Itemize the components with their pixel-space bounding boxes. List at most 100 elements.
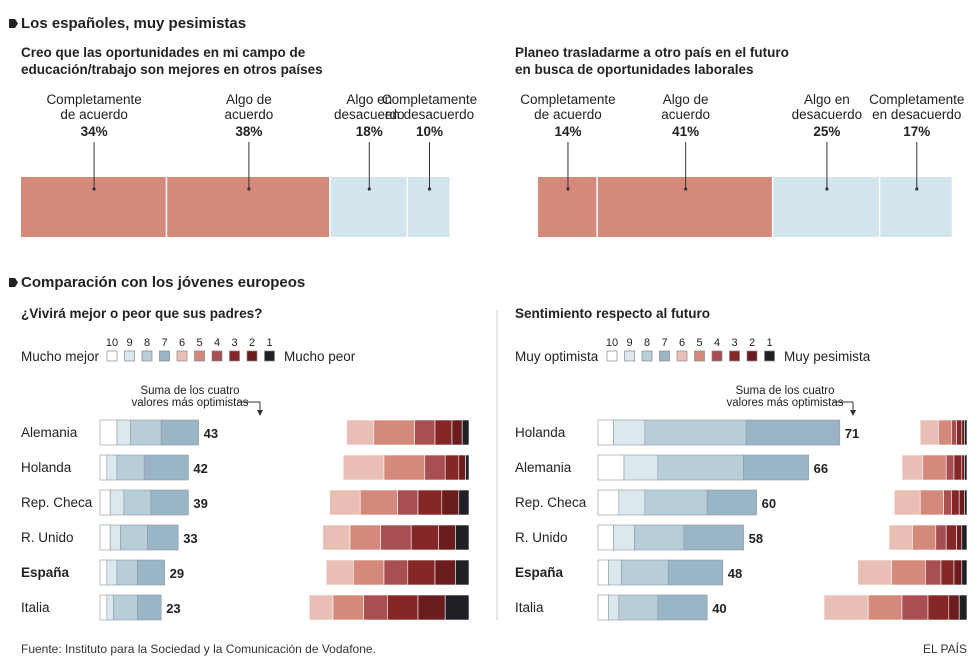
category-label: desacuerdo xyxy=(334,107,405,122)
annotation-arrowhead xyxy=(850,410,856,416)
scale-swatch xyxy=(729,350,740,362)
optimistic-segment xyxy=(597,419,614,446)
optimistic-segment xyxy=(657,594,708,621)
scale-swatch xyxy=(641,350,653,362)
optimistic-segment xyxy=(745,419,841,446)
optimistic-segment xyxy=(137,594,162,621)
pessimistic-segment xyxy=(857,559,892,586)
parents-comparison-chart: ¿Vivirá mejor o peor que sus padres? Much… xyxy=(21,306,470,621)
scale-swatch xyxy=(764,350,775,362)
chart-title: ¿Vivirá mejor o peor que sus padres? xyxy=(21,306,262,321)
top4-sum-label: 60 xyxy=(762,496,776,511)
pessimistic-segment xyxy=(451,419,463,446)
optimistic-segment xyxy=(106,559,118,586)
pessimistic-segment xyxy=(901,454,924,481)
pessimistic-segment xyxy=(346,419,375,446)
pessimistic-segment xyxy=(948,594,960,621)
category-label: Algo en xyxy=(804,92,850,107)
scale-number: 2 xyxy=(749,337,755,349)
stacked-segment xyxy=(880,177,952,237)
pessimistic-segment xyxy=(964,489,968,516)
pessimistic-segment xyxy=(387,594,419,621)
pessimistic-segment xyxy=(461,419,470,446)
optimistic-segment xyxy=(143,454,189,481)
pessimistic-segment xyxy=(943,489,952,516)
scale-left-label: Muy optimista xyxy=(515,349,599,364)
pessimistic-segment xyxy=(417,489,443,516)
scale-swatch xyxy=(694,350,705,362)
scale-swatch xyxy=(676,350,688,362)
top4-sum-label: 23 xyxy=(166,601,180,616)
scale-right-label: Mucho peor xyxy=(284,349,356,364)
chart-title: Sentimiento respecto al futuro xyxy=(515,306,710,321)
category-label: desacuerdo xyxy=(792,107,863,122)
category-label: en desacuerdo xyxy=(385,107,474,122)
optimistic-segment xyxy=(130,419,162,446)
leader-dot xyxy=(825,187,829,191)
leader-dot xyxy=(247,187,251,191)
optimistic-segment xyxy=(667,559,724,586)
optimistic-segment xyxy=(147,524,179,551)
pessimistic-segment xyxy=(329,489,361,516)
pessimistic-segment xyxy=(940,559,955,586)
annotation-text: valores más optimistas xyxy=(132,397,249,409)
optimistic-segment xyxy=(150,489,189,516)
value-label: 10% xyxy=(416,124,443,139)
value-label: 25% xyxy=(813,124,840,139)
pessimistic-segment xyxy=(919,489,944,516)
scale-number: 4 xyxy=(714,337,720,349)
value-label: 17% xyxy=(903,124,930,139)
pessimistic-segment xyxy=(958,594,968,621)
top4-sum-label: 33 xyxy=(183,531,197,546)
scale-number: 6 xyxy=(179,337,185,349)
scale-number: 6 xyxy=(679,337,685,349)
optimistic-segment xyxy=(99,559,108,586)
top4-sum-label: 66 xyxy=(814,461,828,476)
optimistic-segment xyxy=(597,594,609,621)
country-label: Alemania xyxy=(515,460,572,475)
pessimistic-segment xyxy=(465,454,470,481)
top4-sum-label: 42 xyxy=(193,461,207,476)
value-label: 14% xyxy=(554,124,581,139)
optimistic-segment xyxy=(137,559,165,586)
section2-title: Comparación con los jóvenes europeos xyxy=(21,274,305,291)
value-label: 38% xyxy=(235,124,262,139)
pessimistic-segment xyxy=(912,524,937,551)
annotation-arrowhead xyxy=(257,410,263,416)
scale-swatch xyxy=(124,350,135,362)
pessimistic-segment xyxy=(434,419,453,446)
optimistic-segment xyxy=(644,419,747,446)
country-label: R. Unido xyxy=(21,530,74,545)
pessimistic-segment xyxy=(935,524,947,551)
pessimistic-segment xyxy=(891,559,926,586)
optimistic-segment xyxy=(621,559,669,586)
category-label: en desacuerdo xyxy=(872,107,961,122)
pessimistic-segment xyxy=(938,419,952,446)
optimistic-segment xyxy=(623,454,659,481)
stacked-segment xyxy=(21,177,166,237)
category-label: de acuerdo xyxy=(534,107,602,122)
pessimistic-segment xyxy=(964,454,968,481)
pessimistic-segment xyxy=(956,419,963,446)
top4-sum-label: 39 xyxy=(193,496,207,511)
country-label: España xyxy=(515,565,564,580)
pessimistic-segment xyxy=(922,454,947,481)
leader-dot xyxy=(915,187,919,191)
optimistic-segment xyxy=(597,454,625,481)
optimistic-segment xyxy=(99,454,108,481)
pessimistic-segment xyxy=(961,419,965,446)
optimistic-segment xyxy=(657,454,744,481)
scale-number: 2 xyxy=(249,337,255,349)
pessimistic-segment xyxy=(407,559,436,586)
chart1-title-line1: Creo que las oportunidades en mi campo d… xyxy=(21,45,306,60)
chart2-title-line2: en busca de oportunidades laborales xyxy=(515,62,754,77)
pessimistic-segment xyxy=(455,559,470,586)
pessimistic-segment xyxy=(925,559,942,586)
pessimistic-segment xyxy=(455,524,470,551)
pessimistic-segment xyxy=(349,524,381,551)
country-label: Italia xyxy=(515,600,544,615)
category-label: Algo en xyxy=(346,92,392,107)
